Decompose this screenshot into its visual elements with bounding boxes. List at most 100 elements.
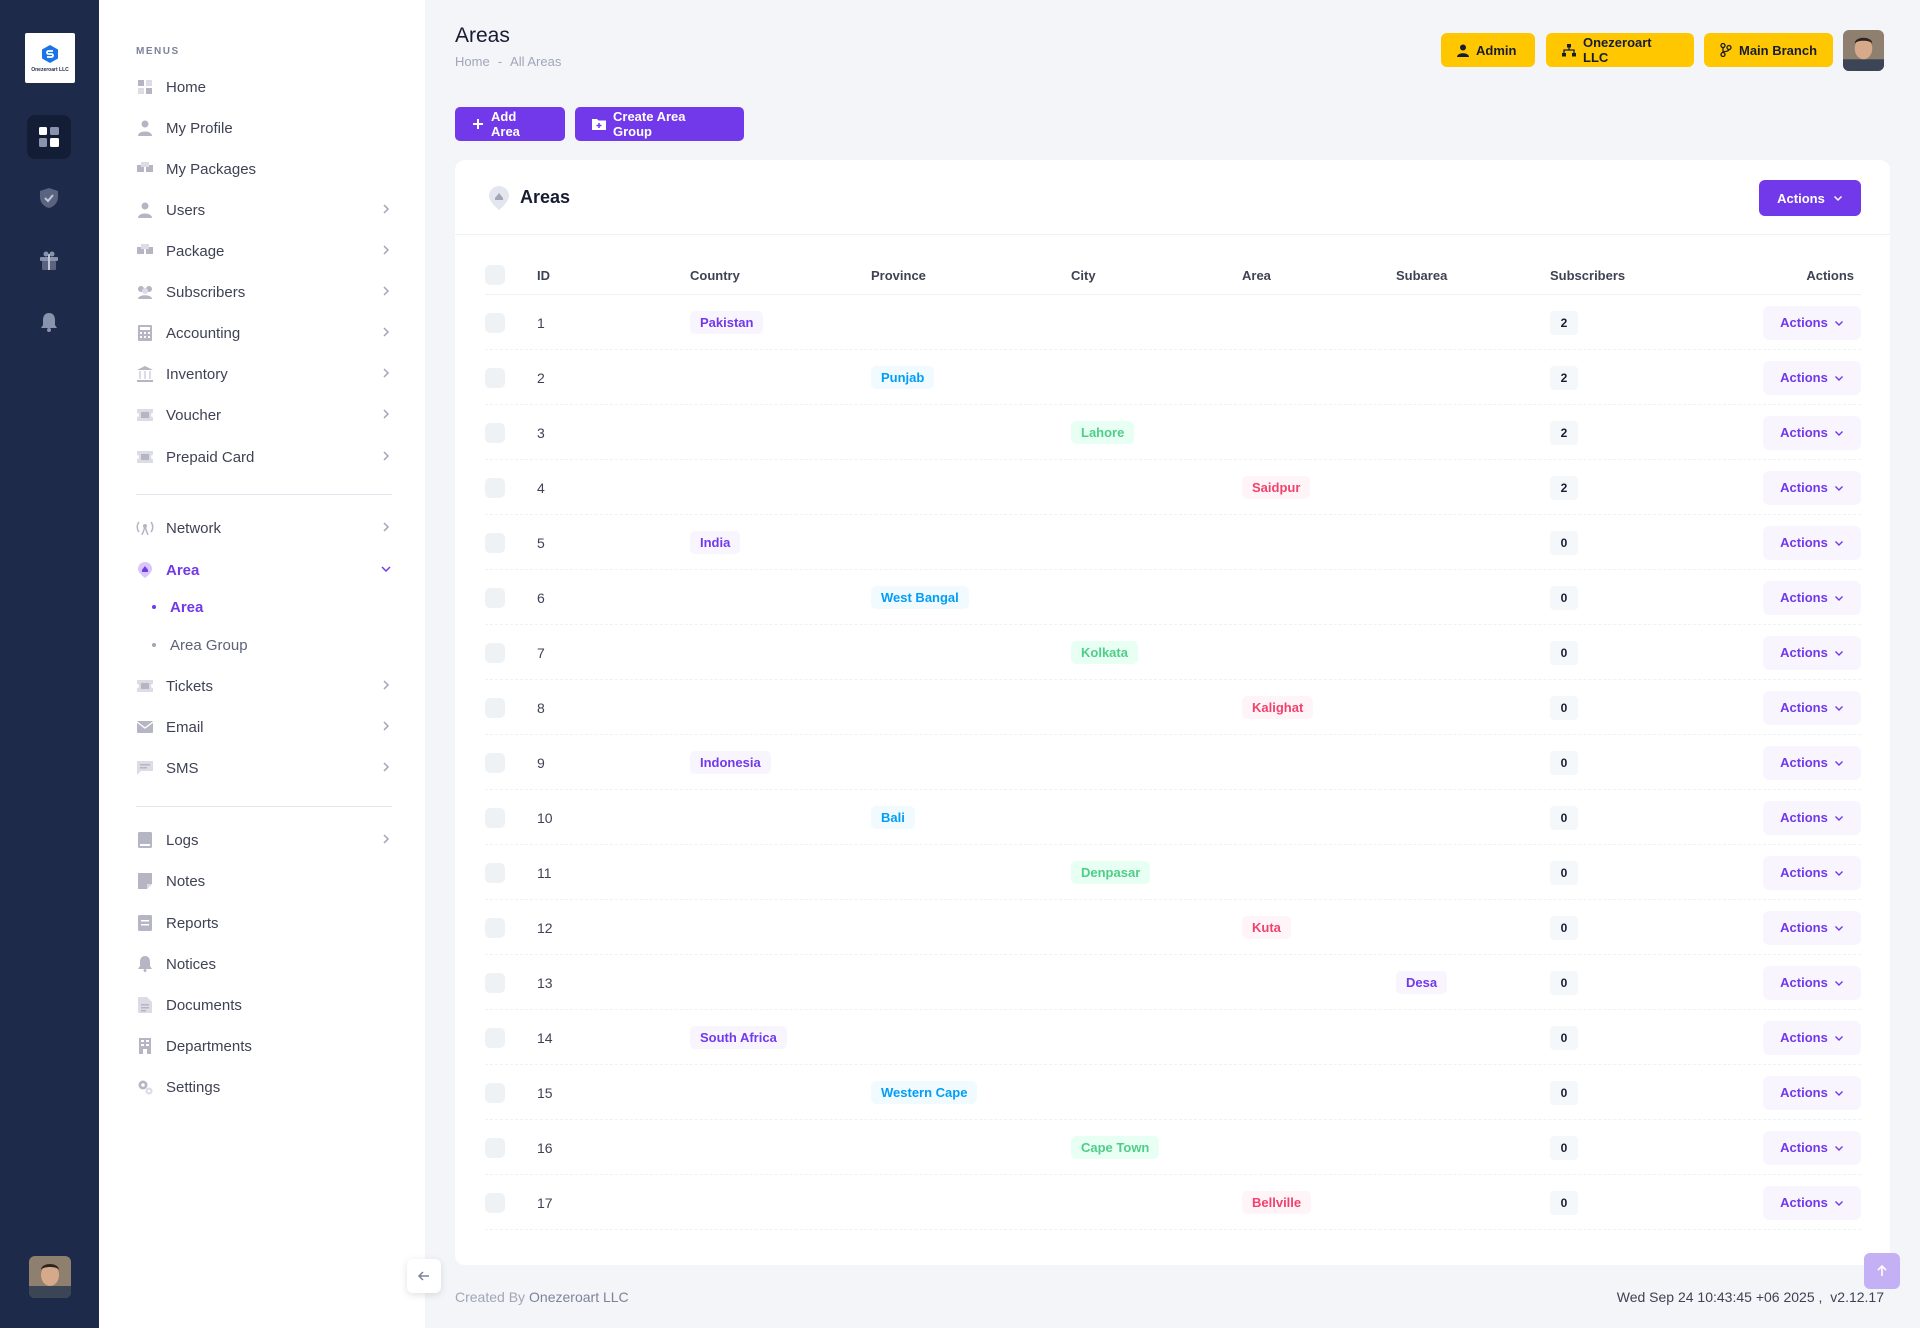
rail-security-button[interactable] — [27, 176, 71, 220]
select-all-checkbox[interactable] — [485, 265, 505, 285]
row-actions-button[interactable]: Actions — [1763, 910, 1861, 945]
rail-notifications-button[interactable] — [27, 300, 71, 344]
breadcrumb-home[interactable]: Home — [455, 54, 490, 69]
sidebar-item-reports[interactable]: Reports — [136, 908, 392, 938]
user-icon — [1457, 44, 1469, 57]
sidebar-item-voucher[interactable]: Voucher — [136, 400, 392, 430]
row-actions-button[interactable]: Actions — [1763, 580, 1861, 615]
sidebar-item-package[interactable]: Package — [136, 236, 392, 266]
row-actions-button[interactable]: Actions — [1763, 525, 1861, 560]
sidebar-collapse-button[interactable] — [407, 1259, 441, 1293]
admin-button[interactable]: Admin — [1441, 33, 1535, 67]
column-header-area[interactable]: Area — [1242, 267, 1271, 283]
user-avatar[interactable] — [29, 1256, 71, 1298]
row-actions-button[interactable]: Actions — [1763, 635, 1861, 670]
sidebar-item-my-profile[interactable]: My Profile — [136, 113, 392, 143]
row-actions-button[interactable]: Actions — [1763, 745, 1861, 780]
sidebar-item-settings[interactable]: Settings — [136, 1072, 392, 1102]
row-actions-button[interactable]: Actions — [1763, 470, 1861, 505]
row-actions-button[interactable]: Actions — [1763, 1020, 1861, 1055]
column-header-province[interactable]: Province — [871, 267, 926, 283]
row-checkbox[interactable] — [485, 1137, 505, 1158]
sidebar-item-tickets[interactable]: Tickets — [136, 671, 392, 701]
row-checkbox[interactable] — [485, 312, 505, 333]
row-checkbox[interactable] — [485, 807, 505, 828]
row-actions-label: Actions — [1780, 315, 1828, 330]
header-avatar[interactable] — [1843, 30, 1884, 71]
sidebar-item-prepaid-card[interactable]: Prepaid Card — [136, 442, 392, 472]
row-checkbox[interactable] — [485, 697, 505, 718]
row-checkbox[interactable] — [485, 1082, 505, 1103]
row-actions-button[interactable]: Actions — [1763, 965, 1861, 1000]
rail-dashboard-button[interactable] — [27, 115, 71, 159]
row-checkbox[interactable] — [485, 587, 505, 608]
row-actions-label: Actions — [1780, 425, 1828, 440]
sidebar-item-sms[interactable]: SMS — [136, 753, 392, 783]
row-actions-button[interactable]: Actions — [1763, 1130, 1861, 1165]
sidebar-item-my-packages[interactable]: My Packages — [136, 154, 392, 184]
column-header-country[interactable]: Country — [690, 267, 740, 283]
sidebar-item-label: Prepaid Card — [166, 448, 255, 466]
row-actions-button[interactable]: Actions — [1763, 1185, 1861, 1220]
row-id: 9 — [537, 754, 545, 771]
sidebar-item-accounting[interactable]: Accounting — [136, 318, 392, 348]
branch-button[interactable]: Main Branch — [1704, 33, 1833, 67]
create-area-group-button[interactable]: Create Area Group — [575, 107, 744, 141]
sidebar-item-departments[interactable]: Departments — [136, 1031, 392, 1061]
sidebar-item-notices[interactable]: Notices — [136, 949, 392, 979]
row-checkbox[interactable] — [485, 972, 505, 993]
sidebar-subitem-area[interactable]: Area — [152, 594, 203, 620]
footer-version: v2.12.17 — [1830, 1289, 1884, 1305]
row-actions-button[interactable]: Actions — [1763, 690, 1861, 725]
footer-company-link[interactable]: Onezeroart LLC — [529, 1289, 629, 1305]
sidebar-item-label: Package — [166, 242, 225, 260]
row-checkbox[interactable] — [485, 477, 505, 498]
row-actions-button[interactable]: Actions — [1763, 360, 1861, 395]
row-checkbox[interactable] — [485, 422, 505, 443]
column-header-subscribers[interactable]: Subscribers — [1550, 267, 1626, 283]
sidebar-item-logs[interactable]: Logs — [136, 825, 392, 855]
sidebar-item-notes[interactable]: Notes — [136, 866, 392, 896]
chevron-right-icon — [383, 522, 390, 532]
row-checkbox[interactable] — [485, 752, 505, 773]
table-row: 4 Saidpur 2 Actions — [485, 460, 1861, 515]
row-actions-button[interactable]: Actions — [1763, 1075, 1861, 1110]
actions-cell: Actions — [1763, 845, 1861, 900]
row-checkbox[interactable] — [485, 367, 505, 388]
sidebar-item-email[interactable]: Email — [136, 712, 392, 742]
sidebar-item-inventory[interactable]: Inventory — [136, 359, 392, 389]
row-checkbox[interactable] — [485, 532, 505, 553]
card-title: Areas — [520, 187, 571, 207]
row-actions-button[interactable]: Actions — [1763, 855, 1861, 890]
sidebar-item-area[interactable]: Area — [136, 555, 392, 585]
chevron-down-icon — [1834, 1200, 1843, 1206]
row-checkbox[interactable] — [485, 917, 505, 938]
row-actions-button[interactable]: Actions — [1763, 415, 1861, 450]
row-id: 2 — [537, 369, 545, 386]
row-actions-button[interactable]: Actions — [1763, 305, 1861, 340]
add-area-button[interactable]: Add Area — [455, 107, 565, 141]
company-button[interactable]: Onezeroart LLC — [1546, 33, 1694, 67]
app-logo[interactable]: Onezeroart LLC — [25, 33, 75, 83]
menus-label: MENUS — [136, 46, 180, 57]
row-checkbox-cell — [485, 350, 505, 405]
row-checkbox[interactable] — [485, 642, 505, 663]
rail-gift-button[interactable] — [27, 238, 71, 282]
column-header-city[interactable]: City — [1071, 267, 1096, 283]
province-cell: Western Cape — [871, 1065, 978, 1120]
row-actions-label: Actions — [1780, 370, 1828, 385]
row-checkbox[interactable] — [485, 1192, 505, 1213]
column-header-subarea[interactable]: Subarea — [1396, 267, 1448, 283]
row-checkbox[interactable] — [485, 1027, 505, 1048]
sidebar-item-subscribers[interactable]: Subscribers — [136, 277, 392, 307]
sidebar-item-users[interactable]: Users — [136, 195, 392, 225]
row-actions-button[interactable]: Actions — [1763, 800, 1861, 835]
sidebar-item-network[interactable]: Network — [136, 513, 392, 543]
column-header-id[interactable]: ID — [537, 267, 550, 283]
sidebar-item-documents[interactable]: Documents — [136, 990, 392, 1020]
sidebar-item-home[interactable]: Home — [136, 72, 392, 102]
scroll-top-button[interactable] — [1864, 1253, 1900, 1289]
row-checkbox[interactable] — [485, 862, 505, 883]
card-actions-button[interactable]: Actions — [1759, 180, 1861, 216]
sidebar-subitem-area-group[interactable]: Area Group — [152, 632, 248, 658]
